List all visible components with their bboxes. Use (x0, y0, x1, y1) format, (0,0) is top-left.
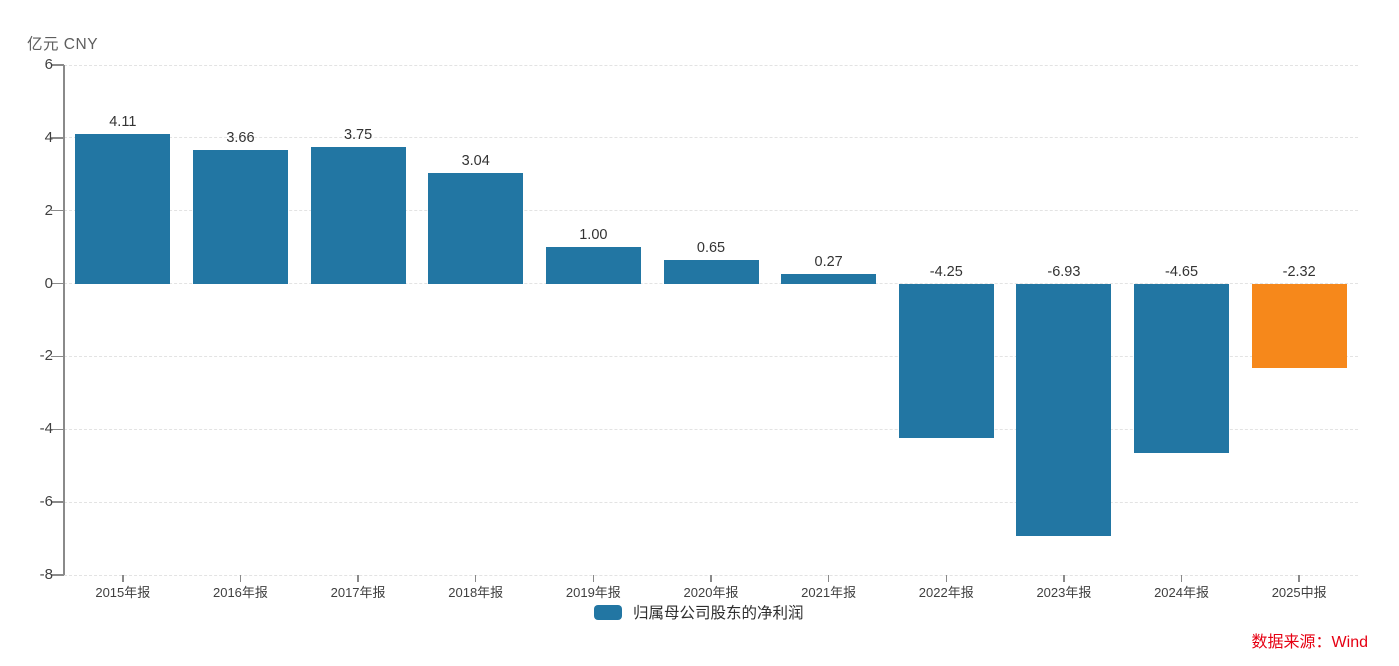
gridline-y-6 (64, 64, 1358, 66)
x-tick-label-2025中报: 2025中报 (1271, 585, 1327, 600)
x-axis-tick-2017年报 (357, 575, 359, 582)
y-tick-label-4: 4 (44, 128, 53, 146)
bar-2022年报[interactable] (898, 283, 994, 439)
x-tick-label-2021年报: 2021年报 (801, 585, 857, 600)
y-axis-tick-4 (51, 137, 64, 139)
y-tick-label--4: -4 (39, 420, 53, 438)
bar-value-label-2019年报: 1.00 (579, 227, 608, 244)
y-axis-line (63, 65, 65, 575)
x-tick-label-2019年报: 2019年报 (565, 585, 621, 600)
y-axis-tick-2 (51, 209, 64, 212)
gridline-y-2 (64, 210, 1358, 212)
gridline-y-0 (64, 283, 1358, 285)
x-axis-tick-2015年报 (122, 575, 124, 582)
gridline-y-4 (64, 137, 1358, 139)
y-tick-label--8: -8 (39, 566, 53, 583)
y-tick-label-0: 0 (44, 274, 53, 292)
bar-value-label-2021年报: 0.27 (814, 253, 843, 270)
bar-2018年报[interactable] (428, 172, 524, 284)
x-axis-tick-2020年报 (710, 575, 712, 582)
x-tick-label-2020年报: 2020年报 (683, 585, 739, 600)
y-axis-unit-label: 亿元 CNY (27, 36, 99, 53)
x-axis-tick-2023年报 (1063, 575, 1065, 582)
x-axis-tick-2019年报 (592, 575, 595, 582)
x-axis-tick-2022年报 (945, 575, 948, 582)
bar-value-label-2015年报: 4.11 (109, 113, 137, 130)
bar-value-label-2017年报: 3.75 (343, 126, 373, 143)
legend-label: 归属母公司股东的净利润 (633, 605, 804, 622)
y-tick-label--6: -6 (39, 493, 53, 511)
bar-2017年报[interactable] (310, 146, 406, 284)
y-axis-tick-6 (51, 64, 64, 66)
bar-value-label-2022年报: -4.25 (929, 263, 963, 280)
y-axis-tick--6 (51, 501, 64, 503)
x-tick-label-2022年报: 2022年报 (918, 585, 974, 600)
x-tick-label-2024年报: 2024年报 (1154, 585, 1209, 600)
gridline-y--4 (64, 428, 1358, 430)
x-tick-label-2017年报: 2017年报 (330, 585, 386, 600)
y-tick-label--2: -2 (39, 347, 53, 365)
bar-value-label-2018年报: 3.04 (461, 152, 490, 169)
gridline-y--2 (64, 355, 1358, 357)
x-axis-tick-2016年报 (239, 575, 242, 582)
x-axis-tick-2018年报 (474, 575, 477, 582)
bar-2019年报[interactable] (545, 247, 641, 284)
x-tick-label-2018年报: 2018年报 (448, 585, 504, 600)
y-tick-label-6: 6 (44, 56, 53, 73)
y-axis-tick--8 (51, 574, 64, 576)
bar-2016年报[interactable] (192, 150, 288, 284)
y-tick-label-2: 2 (44, 201, 53, 219)
bar-2020年报[interactable] (663, 259, 759, 284)
bar-value-label-2024年报: -4.65 (1165, 263, 1199, 280)
x-tick-label-2016年报: 2016年报 (212, 585, 268, 600)
bar-2025中报[interactable] (1251, 283, 1347, 369)
x-axis-tick-2021年报 (827, 575, 830, 582)
bar-value-label-2025中报: -2.32 (1282, 263, 1316, 280)
x-axis-tick-2024年报 (1180, 575, 1183, 582)
y-axis-tick--2 (51, 355, 64, 358)
bar-2015年报[interactable] (75, 133, 171, 284)
y-axis-tick-0 (51, 282, 64, 285)
data-source-note: 数据来源：Wind (1251, 634, 1368, 651)
x-tick-label-2023年报: 2023年报 (1036, 585, 1092, 600)
bar-value-label-2023年报: -6.93 (1047, 263, 1081, 280)
x-axis-tick-2025中报 (1298, 575, 1300, 582)
legend-swatch-icon (594, 604, 622, 620)
bar-2023年报[interactable] (1016, 283, 1112, 536)
x-tick-label-2015年报: 2015年报 (95, 585, 151, 600)
bar-value-label-2016年报: 3.66 (226, 130, 255, 147)
bar-2021年报[interactable] (781, 273, 877, 284)
legend[interactable]: 归属母公司股东的净利润 (594, 601, 804, 623)
bar-2024年报[interactable] (1134, 283, 1230, 453)
gridline-y--6 (64, 501, 1358, 503)
y-axis-tick--4 (51, 428, 64, 431)
bar-value-label-2020年报: 0.65 (696, 239, 726, 256)
